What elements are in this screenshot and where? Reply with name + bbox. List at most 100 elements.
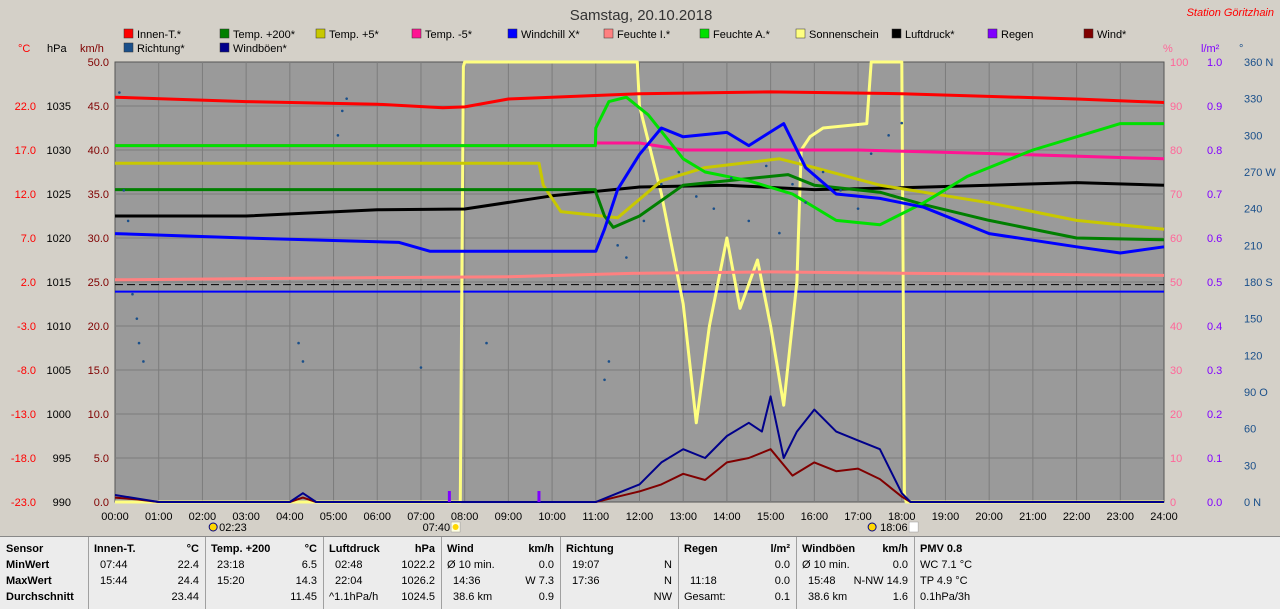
stats-windboeen-unit: km/h xyxy=(882,543,908,555)
stats-wind-max: W 7.3 xyxy=(525,575,554,587)
degree-tick-label: 150 xyxy=(1244,314,1262,326)
time-tick-label: 09:00 xyxy=(495,511,523,523)
time-tick-label: 14:00 xyxy=(713,511,741,523)
legend-label: Temp. +5* xyxy=(329,29,380,41)
time-tick-label: 13:00 xyxy=(669,511,697,523)
stats-richtung-min-time: 19:07 xyxy=(572,559,600,571)
degree-tick-label: 330 xyxy=(1244,94,1262,106)
pressure-tick-label: 995 xyxy=(53,453,71,465)
direction-point xyxy=(297,341,300,345)
rain-tick-label: 0.4 xyxy=(1207,321,1222,333)
time-tick-label: 11:00 xyxy=(582,511,609,523)
percent-tick-label: 70 xyxy=(1170,189,1182,201)
temp-tick-label: -13.0 xyxy=(11,409,36,421)
legend: Innen-T.* Temp. +200* Temp. +5* Temp. -5* Wi… xyxy=(123,28,1127,55)
stats-luftdruck-unit: hPa xyxy=(414,543,435,555)
sun-icon xyxy=(452,524,459,530)
rain-tick-label: 0.7 xyxy=(1207,189,1222,201)
degree-tick-label: 60 xyxy=(1244,424,1256,436)
percent-tick-label: 80 xyxy=(1170,145,1182,157)
stats-temp200-col: Temp. +200 °C 23:18 6.5 15:20 14.3 11.45 xyxy=(205,537,324,609)
direction-point xyxy=(625,256,628,259)
stats-richtung-max-time: 17:36 xyxy=(572,575,600,587)
time-tick-label: 01:00 xyxy=(145,511,173,523)
stats-richtung-col: Richtung 19:07 N 17:36 N NW xyxy=(560,537,679,609)
time-tick-label: 03:00 xyxy=(232,511,260,523)
wind-tick-label: 35.0 xyxy=(88,189,109,201)
stats-regen-total-label: Gesamt: xyxy=(684,591,726,603)
rain-tick-label: 0.2 xyxy=(1207,409,1222,421)
time-tick-label: 22:00 xyxy=(1063,511,1091,523)
moonset-icon xyxy=(208,522,218,532)
stats-windboeen-title: Windböen xyxy=(802,543,856,555)
stats-wind-avg10-label: Ø 10 min. xyxy=(447,559,495,571)
time-tick-label: 20:00 xyxy=(975,511,1003,523)
legend-swatch xyxy=(219,42,230,53)
stats-sensor-title: Sensor xyxy=(6,543,44,555)
rain-tick-label: 0.1 xyxy=(1207,453,1222,465)
direction-point xyxy=(131,292,134,296)
direction-point xyxy=(137,341,141,345)
wind-tick-label: 25.0 xyxy=(88,277,109,289)
direction-point xyxy=(419,366,423,369)
legend-swatch xyxy=(315,28,326,39)
direction-point xyxy=(839,189,842,192)
direction-point xyxy=(712,207,716,210)
direction-point xyxy=(887,134,890,137)
series-layer xyxy=(114,60,1165,504)
series-temp-200 xyxy=(115,173,1165,242)
time-tick-label: 18:00 xyxy=(888,511,916,523)
stats-temp200-avg: 11.45 xyxy=(290,591,317,603)
percent-tick-label: 20 xyxy=(1170,409,1182,421)
direction-point xyxy=(301,360,305,363)
time-tick-label: 23:00 xyxy=(1107,511,1135,523)
legend-swatch xyxy=(1083,28,1094,39)
stats-wind-title: Wind xyxy=(447,543,474,555)
series-regen xyxy=(447,491,541,502)
direction-point xyxy=(677,170,681,174)
stats-luftdruck-title: Luftdruck xyxy=(329,543,380,555)
stats-temp200-max-time: 15:20 xyxy=(217,575,245,587)
legend-swatch xyxy=(987,28,998,39)
temp-tick-label: 22.0 xyxy=(15,101,36,113)
rain-bar xyxy=(447,491,451,502)
temp-unit-label: °C xyxy=(18,43,30,55)
stats-temp200-unit: °C xyxy=(304,543,317,555)
stats-pmv-dewpoint: TP 4.9 °C xyxy=(920,575,968,587)
direction-point xyxy=(660,182,663,186)
percent-tick-label: 0 xyxy=(1170,497,1176,509)
legend-swatch xyxy=(795,28,806,39)
legend-label: Sonnenschein xyxy=(809,29,879,41)
stats-temp200-title: Temp. +200 xyxy=(211,543,271,555)
stats-richtung-title: Richtung xyxy=(566,543,614,555)
time-tick-label: 08:00 xyxy=(451,511,479,523)
direction-point xyxy=(336,134,340,137)
temp-tick-label: -23.0 xyxy=(11,497,36,509)
axis-ticks: 22.0 17.0 12.0 7.0 2.0 -3.0 -8.0 -13.0 -18.0 -23.… xyxy=(11,57,1276,523)
percent-tick-label: 90 xyxy=(1170,101,1182,113)
stats-innen-min-time: 07:44 xyxy=(100,559,128,571)
sunrise-time: 07:40 xyxy=(423,522,451,534)
pressure-tick-label: 990 xyxy=(53,497,71,509)
time-tick-label: 05:00 xyxy=(320,511,348,523)
stats-luftdruck-max-time: 22:04 xyxy=(335,575,363,587)
sunset-icon xyxy=(908,521,919,533)
legend-label: Wind* xyxy=(1097,29,1127,41)
stats-pmv-col: PMV 0.8 WC 7.1 °C TP 4.9 °C 0.1hPa/3h xyxy=(914,537,1280,609)
direction-point xyxy=(729,176,733,180)
pressure-tick-label: 1030 xyxy=(47,145,71,157)
time-tick-label: 24:00 xyxy=(1150,511,1178,523)
direction-point xyxy=(778,231,781,235)
axis-unit-labels: °C hPa km/h % l/m² ° xyxy=(18,43,1243,55)
percent-tick-label: 40 xyxy=(1170,321,1182,333)
time-tick-label: 02:00 xyxy=(189,511,217,523)
stats-richtung-avg: NW xyxy=(653,591,672,603)
rain-tick-label: 0.9 xyxy=(1207,101,1222,113)
direction-point xyxy=(126,219,130,223)
stats-row-label: MaxWert xyxy=(6,575,52,587)
stats-richtung-max: N xyxy=(664,575,672,587)
stats-innen-max: 24.4 xyxy=(177,575,199,587)
time-tick-label: 06:00 xyxy=(363,511,391,523)
direction-point xyxy=(900,121,904,125)
direction-point xyxy=(118,91,121,94)
